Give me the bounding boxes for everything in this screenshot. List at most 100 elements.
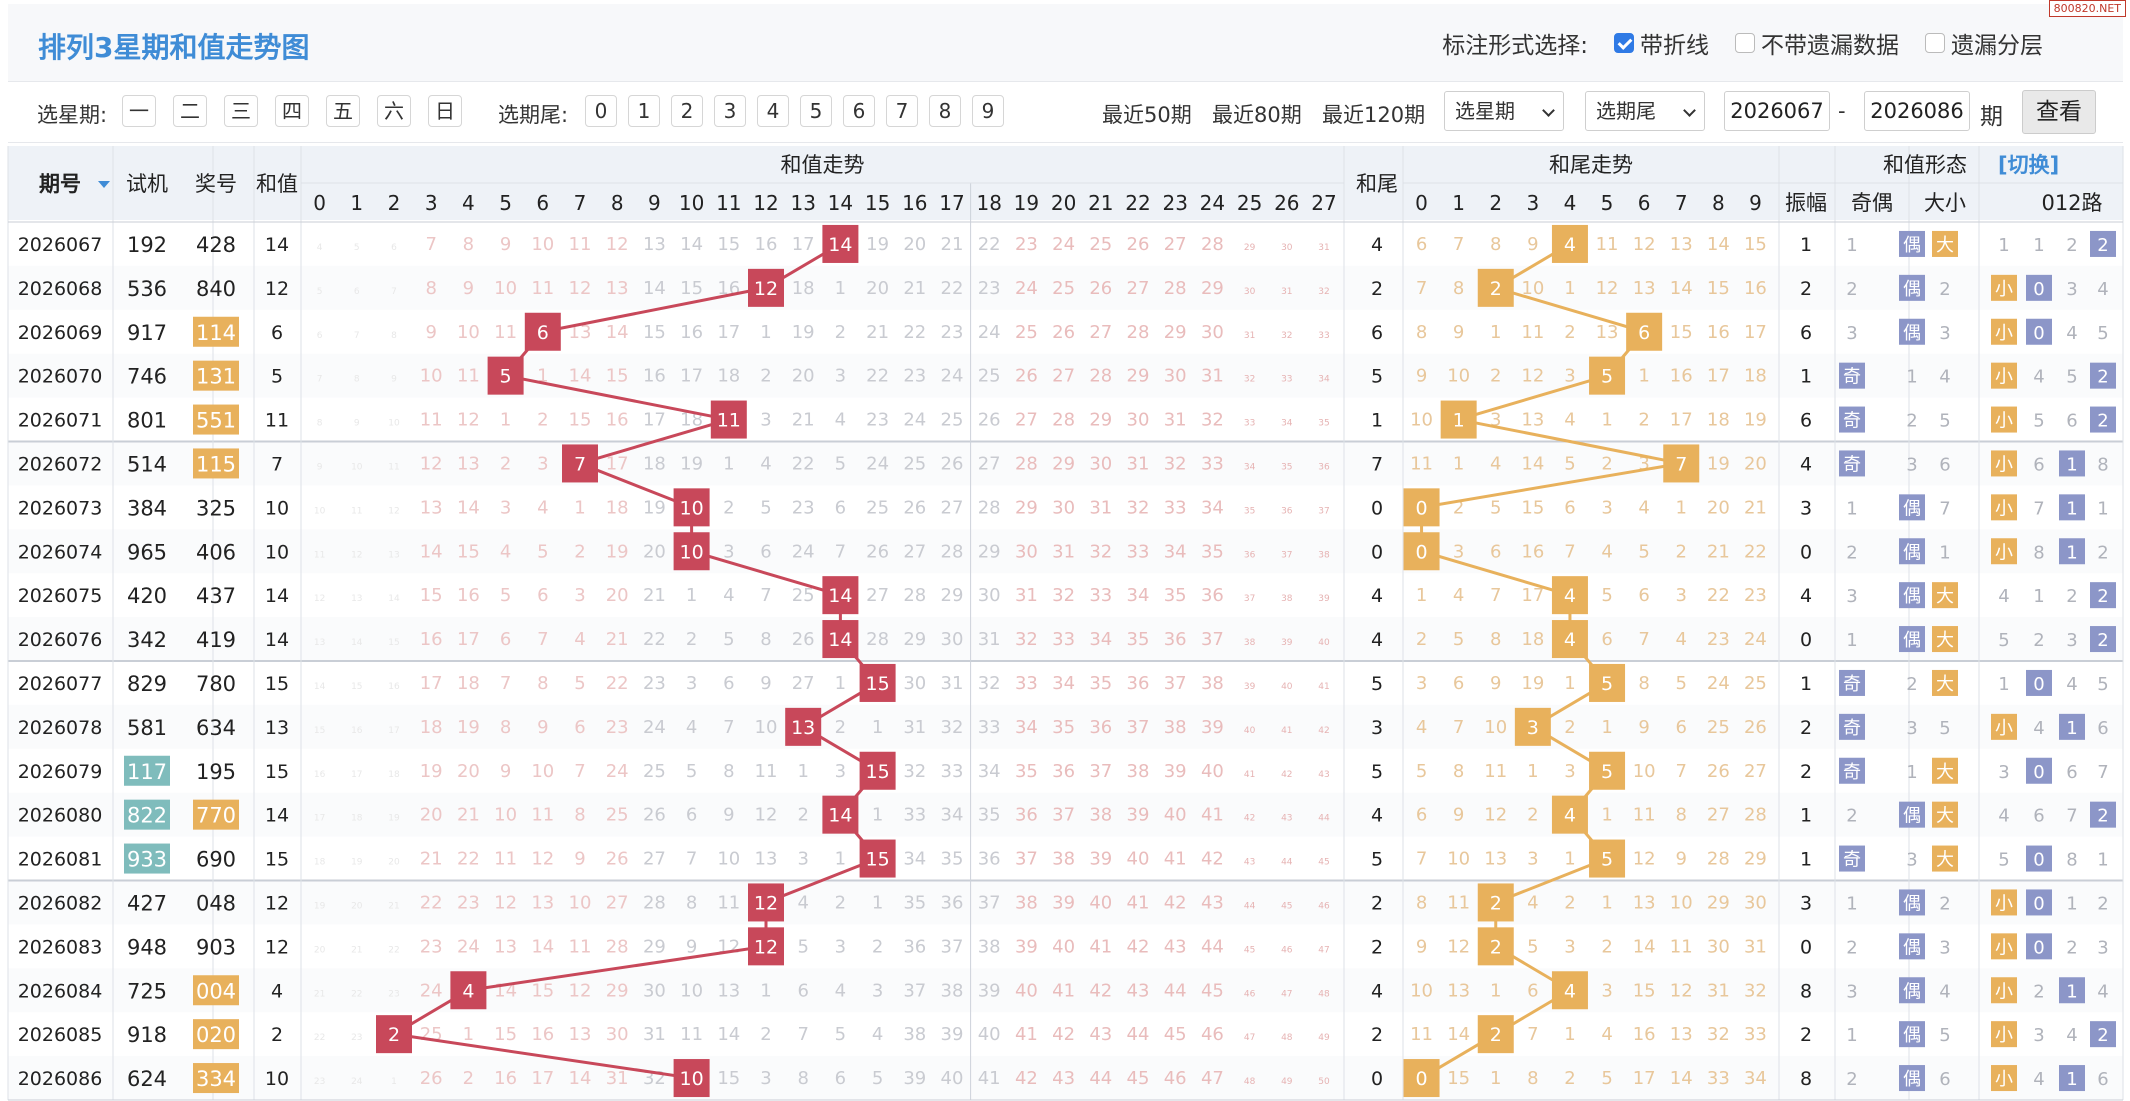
tail-chip-3[interactable]: 3 — [714, 95, 746, 127]
recent-120-link[interactable]: 最近120期 — [1322, 103, 1426, 127]
tail-chip-8[interactable]: 8 — [929, 95, 961, 127]
option-no-miss-data[interactable]: 不带遗漏数据 — [1735, 26, 1899, 60]
sum-cell: 12 — [265, 278, 289, 300]
tail-select[interactable]: 选期尾 — [1585, 91, 1705, 131]
odd-mark: 奇 — [1843, 367, 1861, 388]
odd-even-miss: 3 — [1846, 981, 1857, 1002]
sum-ball-value: 13 — [791, 717, 815, 739]
sum-miss-cell: 10 — [680, 980, 703, 1001]
week-select[interactable]: 选星期 — [1444, 91, 1564, 131]
odd-even-miss: 1 — [1846, 893, 1857, 914]
tail-miss-cell: 10 — [1484, 717, 1507, 738]
tail-col-7: 7 — [1675, 191, 1688, 215]
tail-miss-cell: 7 — [1564, 541, 1575, 562]
sum-miss-cell: 21 — [606, 629, 629, 650]
sum-miss-cell: 40 — [1052, 936, 1075, 957]
week-day-2[interactable]: 二 — [173, 95, 207, 127]
sum-miss-cell: 43 — [1164, 936, 1187, 957]
week-day-1[interactable]: 一 — [122, 95, 156, 127]
query-button[interactable]: 查看 — [2022, 90, 2096, 134]
sort-down-icon[interactable] — [98, 181, 110, 188]
week-day-3[interactable]: 三 — [224, 95, 258, 127]
sum-miss-cell: 12 — [351, 550, 362, 560]
sum-miss-cell: 30 — [978, 585, 1001, 606]
tail-chip-2[interactable]: 2 — [671, 95, 703, 127]
tail-col-0: 0 — [1415, 191, 1428, 215]
sum-miss-cell: 6 — [537, 585, 548, 606]
sum-col-16: 16 — [902, 191, 927, 215]
big-mark-badge — [1932, 801, 1958, 828]
sum-miss-cell: 19 — [606, 541, 629, 562]
sum-miss-cell: 11 — [755, 761, 778, 782]
tail-chip-9[interactable]: 9 — [972, 95, 1004, 127]
sum-ball — [822, 795, 859, 834]
week-day-7[interactable]: 日 — [428, 95, 462, 127]
tail-miss-cell: 16 — [1521, 541, 1544, 562]
sum-miss-cell: 35 — [1089, 673, 1112, 694]
odd-even-miss: 2 — [1906, 411, 1917, 432]
sum-miss-cell: 5 — [686, 761, 697, 782]
big-small-miss: 1 — [1998, 674, 2009, 695]
checkbox-icon[interactable] — [1735, 33, 1755, 53]
trial-cell: 342 — [127, 628, 167, 652]
sum-miss-cell: 8 — [797, 1068, 808, 1089]
sum-miss-cell: 14 — [606, 322, 629, 343]
recent-50-link[interactable]: 最近50期 — [1102, 103, 1192, 127]
amplitude-cell: 2 — [1800, 1024, 1812, 1046]
sum-miss-cell: 37 — [1052, 805, 1075, 826]
sum-miss-cell: 30 — [1089, 453, 1112, 474]
sum-miss-cell: 32 — [1318, 287, 1329, 297]
checkbox-icon[interactable] — [1614, 33, 1634, 53]
sum-miss-cell: 34 — [1281, 419, 1293, 429]
odd-even-miss: 1 — [1846, 1025, 1857, 1046]
big-mark: 大 — [1936, 586, 1954, 607]
issue-column-header[interactable]: 期号 — [39, 172, 81, 196]
even-mark-badge — [1899, 494, 1925, 521]
week-day-5[interactable]: 五 — [326, 95, 360, 127]
sum-miss-cell: 22 — [420, 892, 443, 913]
tail-miss-cell: 19 — [1521, 673, 1544, 694]
option-label: 遗漏分层 — [1951, 33, 2043, 59]
sum-miss-cell: 42 — [1318, 726, 1329, 736]
week-day-4[interactable]: 四 — [275, 95, 309, 127]
tail-miss-cell: 8 — [1527, 1068, 1538, 1089]
sum-miss-cell: 30 — [606, 1024, 629, 1045]
tail-chip-6[interactable]: 6 — [843, 95, 875, 127]
tail-miss-cell: 8 — [1638, 673, 1649, 694]
to-issue-input[interactable]: 2026086 — [1864, 91, 1970, 131]
route-012-header: 012路 — [2041, 191, 2102, 215]
sum-miss-cell: 15 — [531, 980, 554, 1001]
sum-ball — [673, 488, 710, 527]
small-mark: 小 — [1995, 981, 2013, 1002]
sum-miss-cell: 36 — [941, 892, 964, 913]
recent-80-link[interactable]: 最近80期 — [1212, 103, 1302, 127]
from-issue-input[interactable]: 2026067 — [1724, 91, 1830, 131]
tail-chip-7[interactable]: 7 — [886, 95, 918, 127]
sum-miss-cell: 2 — [872, 936, 883, 957]
sum-miss-cell: 37 — [1164, 673, 1187, 694]
amplitude-cell: 1 — [1800, 366, 1812, 388]
tail-chip-0[interactable]: 0 — [585, 95, 617, 127]
route-miss: 8 — [2066, 850, 2077, 871]
option-miss-layer[interactable]: 遗漏分层 — [1925, 26, 2043, 60]
week-day-6[interactable]: 六 — [377, 95, 411, 127]
tail-ball-value: 3 — [1527, 717, 1539, 739]
tail-chip-1[interactable]: 1 — [628, 95, 660, 127]
sum-miss-cell: 37 — [1201, 629, 1224, 650]
checkbox-icon[interactable] — [1925, 33, 1945, 53]
sum-miss-cell: 44 — [1164, 980, 1187, 1001]
tail-miss-cell: 23 — [1707, 629, 1730, 650]
sum-miss-cell: 36 — [1318, 462, 1330, 472]
sum-miss-cell: 26 — [1052, 322, 1075, 343]
tail-chip-5[interactable]: 5 — [800, 95, 832, 127]
trial-cell: 965 — [127, 540, 167, 564]
sum-miss-cell: 35 — [1015, 761, 1038, 782]
switch-link[interactable]: [切换] — [1998, 153, 2059, 177]
tail-miss-cell: 15 — [1670, 322, 1693, 343]
tail-ball-value: 5 — [1601, 761, 1613, 783]
tail-chip-4[interactable]: 4 — [757, 95, 789, 127]
prize-highlight — [193, 360, 239, 391]
odd-mark: 奇 — [1843, 454, 1861, 475]
tail-miss-cell: 8 — [1453, 761, 1464, 782]
option-with-line[interactable]: 带折线 — [1614, 26, 1709, 60]
